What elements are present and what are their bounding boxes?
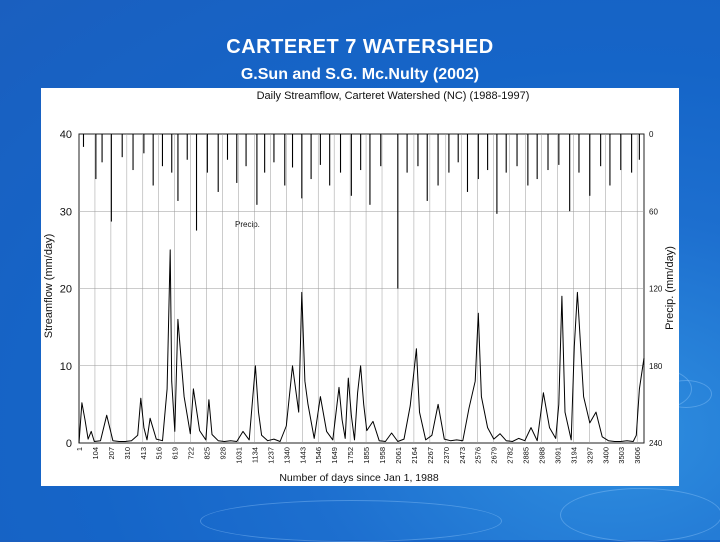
y-tick-label: 20	[60, 284, 72, 296]
x-tick-label: 1443	[298, 447, 307, 464]
x-tick-label: 2576	[474, 447, 483, 464]
x-tick-label: 2988	[537, 447, 546, 464]
x-tick-label: 2885	[522, 447, 531, 464]
x-axis-label: Number of days since Jan 1, 1988	[279, 472, 439, 484]
streamflow-line	[78, 249, 645, 444]
x-tick-label: 3297	[585, 447, 594, 464]
x-tick-label: 3400	[601, 447, 610, 464]
x-tick-label: 722	[187, 447, 196, 460]
y2-axis-label: Precip. (mm/day)	[664, 246, 676, 330]
y-tick-label: 40	[60, 129, 72, 141]
x-tick-label: 2473	[458, 447, 467, 464]
streamflow-chart: Daily Streamflow, Carteret Watershed (NC…	[43, 90, 676, 484]
x-tick-label: 104	[91, 447, 100, 460]
x-tick-label: 1958	[378, 447, 387, 464]
x-tick-label: 825	[203, 447, 212, 460]
x-tick-label: 310	[123, 447, 132, 460]
x-tick-label: 1	[75, 447, 84, 451]
x-tick-label: 928	[219, 447, 228, 460]
x-tick-label: 413	[139, 447, 148, 460]
x-tick-label: 1237	[266, 447, 275, 464]
slide-title: CARTERET 7 WATERSHED	[226, 36, 494, 58]
x-tick-label: 2370	[442, 447, 451, 464]
background-ripple	[200, 500, 502, 542]
x-tick-label: 3091	[553, 447, 562, 464]
chart-title: Daily Streamflow, Carteret Watershed (NC…	[257, 90, 530, 102]
x-tick-label: 207	[107, 447, 116, 460]
y2-tick-label: 180	[649, 362, 663, 371]
x-tick-label: 1649	[330, 447, 339, 464]
y-tick-label: 10	[60, 361, 72, 373]
background-ripple	[560, 488, 720, 542]
x-tick-label: 2782	[506, 447, 515, 464]
x-tick-label: 516	[155, 447, 164, 460]
x-tick-label: 1752	[346, 447, 355, 464]
x-tick-label: 3606	[633, 447, 642, 464]
y2-tick-label: 0	[649, 130, 654, 139]
x-tick-label: 1134	[250, 447, 259, 463]
x-tick-label: 2061	[394, 447, 403, 464]
precip-annotation: Precip.	[235, 220, 260, 229]
x-tick-label: 1031	[234, 447, 243, 464]
y-axis-label: Streamflow (mm/day)	[43, 234, 55, 339]
x-tick-label: 1546	[314, 447, 323, 464]
y2-tick-label: 60	[649, 207, 658, 216]
x-tick-label: 2267	[426, 447, 435, 464]
y2-tick-label: 120	[649, 285, 663, 294]
x-tick-label: 2164	[410, 447, 419, 464]
x-tick-label: 3503	[617, 447, 626, 464]
slide-subtitle: G.Sun and S.G. Mc.Nulty (2002)	[240, 66, 480, 83]
y2-tick-label: 240	[649, 439, 663, 448]
x-tick-label: 2679	[490, 447, 499, 464]
x-tick-label: 1340	[282, 447, 291, 464]
x-tick-label: 3194	[569, 447, 578, 464]
y-tick-label: 0	[66, 438, 72, 450]
chart-figure: Daily Streamflow, Carteret Watershed (NC…	[41, 88, 679, 486]
x-tick-label: 1855	[362, 447, 371, 464]
y-tick-label: 30	[60, 206, 72, 218]
x-tick-label: 619	[171, 447, 180, 460]
